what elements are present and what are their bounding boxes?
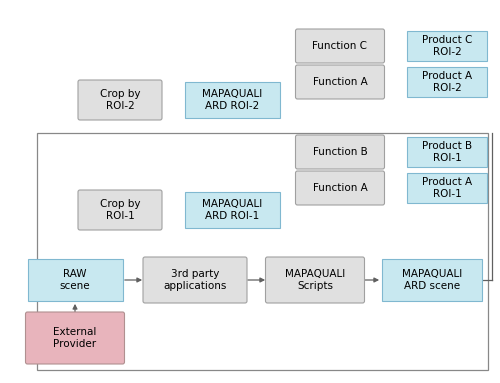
FancyBboxPatch shape	[296, 135, 384, 169]
Bar	[37, 133, 488, 370]
FancyBboxPatch shape	[407, 137, 487, 167]
Text: Product A
ROI-2: Product A ROI-2	[422, 71, 472, 93]
FancyBboxPatch shape	[296, 171, 384, 205]
Text: Function B: Function B	[312, 147, 368, 157]
FancyBboxPatch shape	[143, 257, 247, 303]
FancyBboxPatch shape	[407, 31, 487, 61]
Text: Product A
ROI-1: Product A ROI-1	[422, 177, 472, 199]
Text: 3rd party
applications: 3rd party applications	[164, 269, 226, 291]
FancyBboxPatch shape	[184, 82, 280, 118]
Text: MAPAQUALI
ARD ROI-1: MAPAQUALI ARD ROI-1	[202, 199, 262, 221]
Text: Crop by
ROI-1: Crop by ROI-1	[100, 199, 140, 221]
FancyBboxPatch shape	[78, 190, 162, 230]
Text: Function A: Function A	[312, 77, 368, 87]
FancyBboxPatch shape	[296, 65, 384, 99]
FancyBboxPatch shape	[28, 259, 122, 301]
Text: Product C
ROI-2: Product C ROI-2	[422, 35, 472, 57]
Text: External
Provider: External Provider	[54, 327, 96, 349]
Text: MAPAQUALI
ARD ROI-2: MAPAQUALI ARD ROI-2	[202, 89, 262, 111]
FancyBboxPatch shape	[382, 259, 482, 301]
Text: Function C: Function C	[312, 41, 368, 51]
FancyBboxPatch shape	[26, 312, 124, 364]
FancyBboxPatch shape	[407, 67, 487, 97]
Text: MAPAQUALI
ARD scene: MAPAQUALI ARD scene	[402, 269, 462, 291]
FancyBboxPatch shape	[78, 80, 162, 120]
Text: Function A: Function A	[312, 183, 368, 193]
FancyBboxPatch shape	[296, 29, 384, 63]
FancyBboxPatch shape	[407, 173, 487, 203]
Text: Product B
ROI-1: Product B ROI-1	[422, 141, 472, 163]
FancyBboxPatch shape	[266, 257, 364, 303]
Text: RAW
scene: RAW scene	[60, 269, 90, 291]
Text: MAPAQUALI
Scripts: MAPAQUALI Scripts	[285, 269, 345, 291]
FancyBboxPatch shape	[184, 192, 280, 228]
Text: Crop by
ROI-2: Crop by ROI-2	[100, 89, 140, 111]
